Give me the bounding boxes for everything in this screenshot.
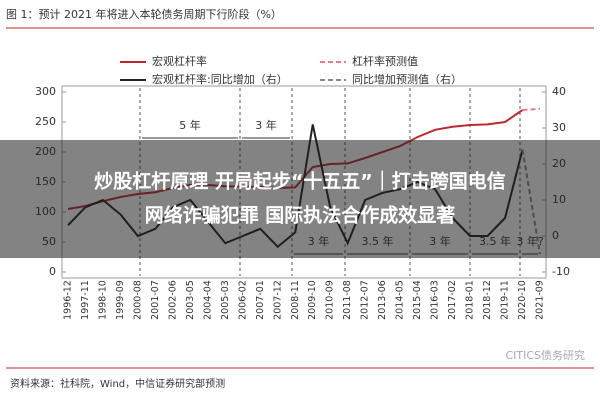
x-tick-label: 2001-07 xyxy=(150,280,161,320)
x-tick-label: 2015-04 xyxy=(412,280,423,320)
y-tick-label: 250 xyxy=(35,115,56,128)
x-tick-label: 2013-06 xyxy=(377,280,388,320)
legend-label: 宏观杠杆率 xyxy=(152,54,207,68)
watermark: CITICS债务研究 xyxy=(505,348,585,362)
x-tick-label: 2017-02 xyxy=(447,280,458,320)
y2-tick-label: 30 xyxy=(552,121,566,134)
x-tick-label: 2005-03 xyxy=(220,280,231,320)
y-tick-label: 300 xyxy=(35,85,56,98)
period-label: 5 年 xyxy=(179,118,201,132)
y-tick-label: 0 xyxy=(49,265,56,278)
x-tick-label: 2008-11 xyxy=(290,280,301,320)
x-tick-label: 2021-09 xyxy=(535,280,546,320)
x-tick-label: 2009-10 xyxy=(307,280,318,320)
x-tick-label: 2004-04 xyxy=(202,280,213,320)
chart-title: 图 1：预计 2021 年将进入本轮债务周期下行阶段（%） xyxy=(6,7,282,21)
x-tick-label: 2018-12 xyxy=(482,280,493,320)
x-tick-label: 2018-01 xyxy=(465,280,476,320)
banner-text: 炒股杠杆原理 开局起步“十五五”｜打击跨国电信 xyxy=(94,170,506,193)
x-tick-label: 2007-12 xyxy=(272,280,283,320)
x-tick-label: 2000-08 xyxy=(132,280,143,320)
x-tick-label: 1996-12 xyxy=(63,280,74,320)
x-tick-label: 2016-03 xyxy=(430,280,441,320)
legend-label: 宏观杠杆率:同比增加（右） xyxy=(152,72,288,86)
source: 资料来源：社科院，Wind，中信证券研究部预测 xyxy=(10,377,225,390)
x-tick-label: 2002-06 xyxy=(167,280,178,320)
x-tick-label: 1997-11 xyxy=(80,280,91,320)
legend-label: 杠杆率预测值 xyxy=(352,54,418,68)
x-tick-label: 2006-02 xyxy=(237,280,248,320)
x-tick-label: 2011-08 xyxy=(342,280,353,320)
x-tick-label: 2007-01 xyxy=(255,280,266,320)
series-line xyxy=(522,107,541,111)
x-tick-label: 1998-10 xyxy=(97,280,108,320)
x-tick-label: 2020-10 xyxy=(517,280,528,320)
banner-overlay xyxy=(0,140,600,258)
x-tick-label: 2014-05 xyxy=(395,280,406,320)
y2-tick-label: -10 xyxy=(552,265,570,278)
x-tick-label: 2003-05 xyxy=(185,280,196,320)
banner-text: 网络诈骗犯罪 国际执法合作成效显著 xyxy=(145,204,456,227)
y2-tick-label: 40 xyxy=(552,85,566,98)
x-tick-label: 2010-09 xyxy=(325,280,336,320)
x-tick-label: 2019-11 xyxy=(500,280,511,320)
x-tick-label: 2012-07 xyxy=(360,280,371,320)
legend-label: 同比增加预测值（右） xyxy=(352,72,462,86)
x-tick-label: 1999-09 xyxy=(115,280,126,320)
period-label: 3 年 xyxy=(255,118,277,132)
